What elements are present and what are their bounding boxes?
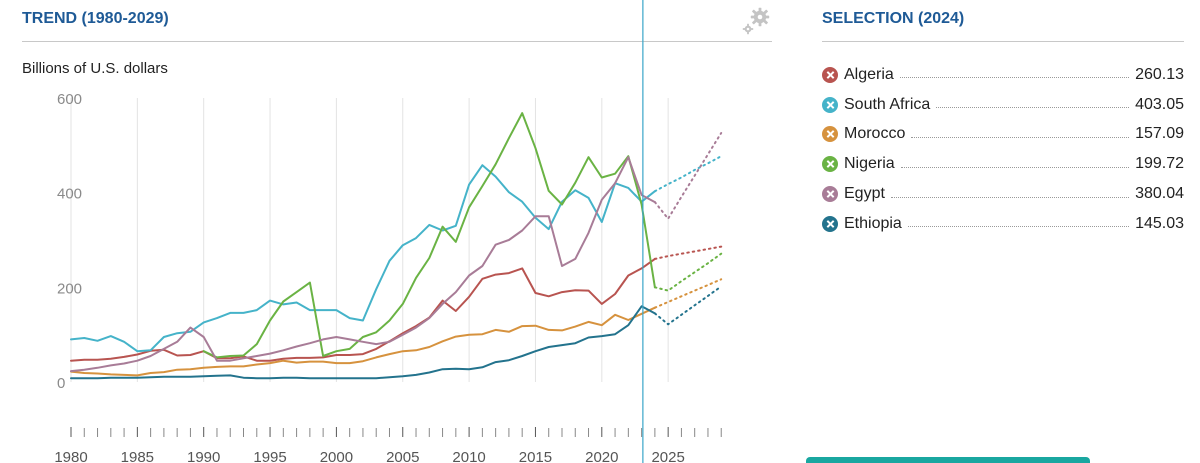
x-tick-label-2025: 2025	[651, 449, 684, 463]
close-circle-icon[interactable]	[822, 126, 838, 143]
y-tick-label-200: 200	[57, 280, 82, 297]
x-tick-label-2005: 2005	[386, 449, 419, 463]
selection-title: SELECTION (2024)	[822, 10, 965, 27]
selection-title-divider	[822, 41, 1184, 42]
dotted-leader	[899, 77, 1130, 79]
selection-legend: Algeria 260.13 South Africa 403.05 Moroc…	[822, 60, 1184, 239]
legend-country-name: Ethiopia	[844, 214, 902, 232]
legend-item-morocco[interactable]: Morocco 157.09	[822, 120, 1184, 150]
close-circle-icon[interactable]	[822, 186, 838, 203]
series-forecast-line-morocco	[653, 278, 723, 309]
trend-title: TREND (1980-2029)	[22, 10, 169, 27]
dotted-leader	[900, 166, 1130, 168]
trend-panel: TREND (1980-2029)	[22, 6, 772, 77]
x-tick-label-1990: 1990	[187, 449, 220, 463]
series-line-ethiopia	[70, 305, 656, 380]
legend-item-nigeria[interactable]: Nigeria 199.72	[822, 149, 1184, 179]
dotted-leader	[911, 136, 1130, 138]
series-forecast-line-ethiopia	[653, 285, 723, 326]
close-circle-icon[interactable]	[822, 215, 838, 232]
dotted-leader	[936, 107, 1130, 109]
series-line-morocco	[70, 306, 656, 377]
trend-line-chart[interactable]: 0 200 400 600 1980 1985 1990 1995 2000 2005 2010 20…	[0, 0, 790, 463]
action-button[interactable]	[806, 457, 1090, 463]
close-circle-icon[interactable]	[822, 96, 838, 113]
legend-item-algeria[interactable]: Algeria 260.13	[822, 60, 1184, 90]
legend-country-value: 260.13	[1135, 65, 1184, 83]
legend-country-name: South Africa	[844, 95, 931, 113]
series-line-south-africa	[70, 164, 656, 353]
x-tick-label-2015: 2015	[519, 449, 552, 463]
dotted-leader	[907, 226, 1130, 228]
series-forecast-line-south-africa	[653, 155, 723, 193]
series-forecast-line-algeria	[653, 245, 723, 260]
legend-country-value: 403.05	[1135, 95, 1184, 113]
y-axis-unit-label: Billions of U.S. dollars	[22, 60, 168, 77]
close-circle-icon[interactable]	[822, 156, 838, 173]
legend-country-value: 380.04	[1135, 185, 1184, 203]
legend-item-south-africa[interactable]: South Africa 403.05	[822, 90, 1184, 120]
series-forecast-line-egypt	[653, 132, 723, 221]
series-line-egypt	[70, 156, 656, 373]
y-tick-label-600: 600	[57, 91, 82, 108]
x-tick-label-1995: 1995	[253, 449, 286, 463]
x-tick-label-2010: 2010	[452, 449, 485, 463]
dotted-leader	[890, 196, 1130, 198]
series-forecast-line-nigeria	[653, 252, 723, 292]
legend-country-name: Morocco	[844, 125, 906, 143]
x-tick-label-1985: 1985	[121, 449, 154, 463]
legend-country-value: 199.72	[1135, 155, 1184, 173]
legend-item-egypt[interactable]: Egypt 380.04	[822, 179, 1184, 209]
x-tick-label-1980: 1980	[54, 449, 87, 463]
legend-country-value: 157.09	[1135, 125, 1184, 143]
close-circle-icon[interactable]	[822, 66, 838, 83]
y-tick-label-0: 0	[57, 375, 65, 392]
legend-country-name: Egypt	[844, 185, 885, 203]
selection-panel: SELECTION (2024) Algeria 260.13 South Af…	[800, 0, 1200, 463]
x-tick-label-2000: 2000	[320, 449, 353, 463]
series-line-algeria	[70, 257, 656, 362]
legend-country-name: Nigeria	[844, 155, 895, 173]
legend-country-value: 145.03	[1135, 214, 1184, 232]
trend-title-divider	[22, 41, 772, 42]
legend-country-name: Algeria	[844, 65, 894, 83]
y-tick-label-400: 400	[57, 186, 82, 203]
series-line-nigeria	[202, 112, 656, 359]
legend-item-ethiopia[interactable]: Ethiopia 145.03	[822, 209, 1184, 239]
gear-icon[interactable]	[740, 6, 772, 36]
x-tick-label-2020: 2020	[585, 449, 618, 463]
